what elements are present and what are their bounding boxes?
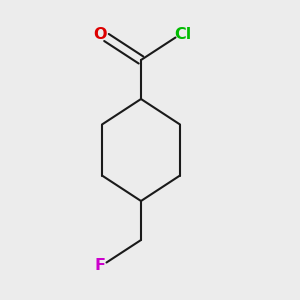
Text: Cl: Cl [175, 27, 192, 42]
Text: F: F [94, 258, 105, 273]
Text: O: O [93, 27, 107, 42]
